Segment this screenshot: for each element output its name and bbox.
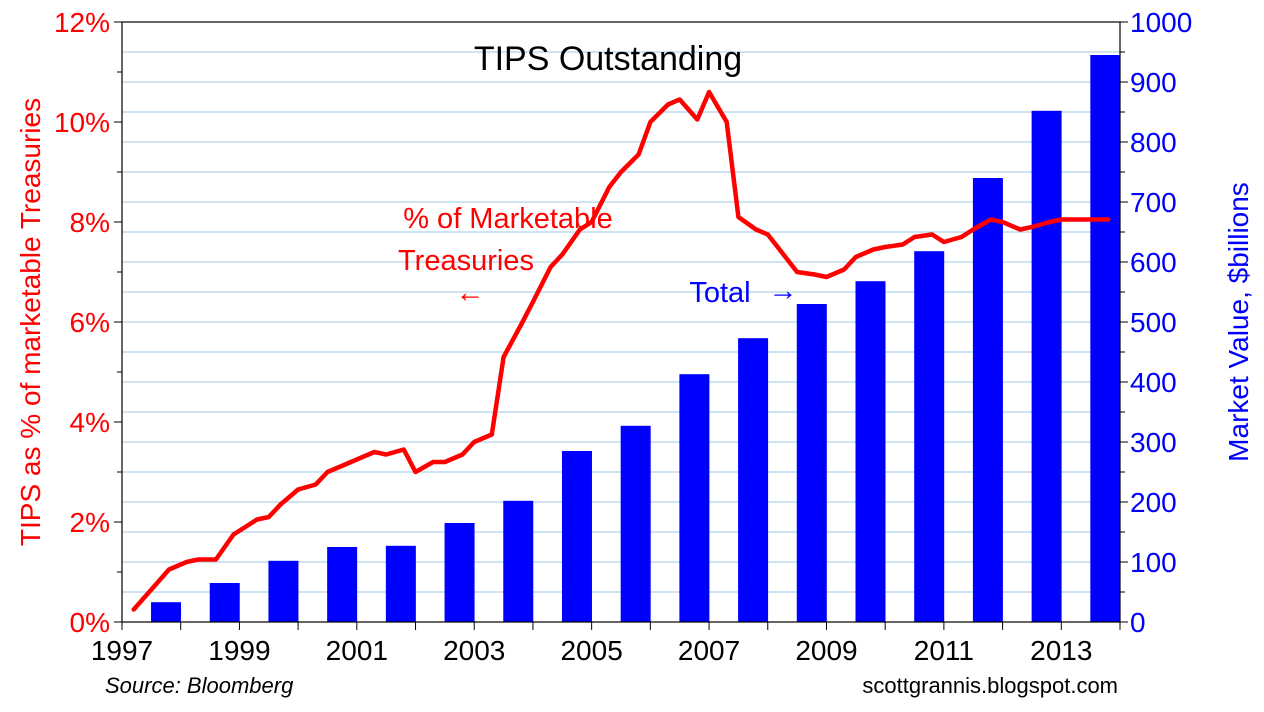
y-right-tick-label: 100 [1130, 547, 1177, 578]
line-annotation-arrow: ← [456, 277, 485, 309]
bar [561, 451, 592, 622]
x-tick-label: 2001 [326, 635, 388, 666]
bar [914, 251, 945, 622]
bar [151, 602, 182, 622]
y-right-tick-label: 400 [1130, 367, 1177, 398]
series-line [131, 89, 1111, 612]
y-left-axis-label: TIPS as % of marketable Treasuries [15, 98, 46, 546]
bar [209, 583, 240, 622]
y-left-tick-label: 8% [70, 207, 110, 238]
bar [679, 374, 710, 622]
bar [796, 304, 827, 622]
y-left-tick-label: 10% [54, 107, 110, 138]
y-right-tick-label: 300 [1130, 427, 1177, 458]
bar-series-total [151, 55, 1121, 623]
y-right-tick-label: 600 [1130, 247, 1177, 278]
y-left-tick-label: 12% [54, 7, 110, 38]
bar [855, 281, 886, 622]
y-left-tick-label: 4% [70, 407, 110, 438]
y-axis-left: 0% 2% 4% 6% 8% 10% 12% [54, 7, 122, 638]
bar [972, 178, 1003, 622]
bar [385, 545, 416, 622]
y-right-axis-label: Market Value, $billions [1223, 182, 1254, 462]
y-axis-right: 0 100 200 300 400 500 600 700 800 900 1000 [1120, 7, 1192, 638]
x-axis: 1997 1999 2001 2003 2005 2007 2009 2011 2013 [91, 622, 1121, 666]
y-right-tick-label: 500 [1130, 307, 1177, 338]
credit-note: scottgrannis.blogspot.com [862, 673, 1118, 698]
line-annotation-line2: Treasuries [398, 245, 534, 277]
x-tick-label: 2007 [678, 635, 740, 666]
bar-annotation-arrow: → [769, 275, 798, 307]
x-tick-label: 2011 [914, 635, 974, 666]
bar [738, 338, 769, 622]
y-right-tick-label: 1000 [1130, 7, 1192, 38]
y-right-tick-label: 700 [1130, 187, 1177, 218]
bar [1031, 110, 1062, 623]
y-left-tick-label: 2% [70, 507, 110, 538]
x-tick-label: 2005 [560, 635, 622, 666]
bar [327, 547, 358, 622]
bar [503, 500, 534, 622]
bar [268, 560, 299, 622]
source-note: Source: Bloomberg [105, 673, 294, 698]
x-tick-label: 2003 [443, 635, 505, 666]
bar [620, 425, 651, 622]
line-series-pct-marketable [131, 89, 1111, 612]
bar [444, 523, 475, 622]
y-left-tick-label: 0% [70, 607, 110, 638]
line-annotation-line1: % of Marketable [403, 203, 613, 235]
chart-title: TIPS Outstanding [474, 40, 742, 78]
y-right-tick-label: 0 [1130, 607, 1146, 638]
y-right-tick-label: 800 [1130, 127, 1177, 158]
y-right-tick-label: 900 [1130, 67, 1177, 98]
x-tick-label: 1997 [91, 635, 153, 666]
x-tick-label: 1999 [208, 635, 270, 666]
y-left-tick-label: 6% [70, 307, 110, 338]
y-right-tick-label: 200 [1130, 487, 1177, 518]
x-tick-label: 2009 [795, 635, 857, 666]
x-tick-label: 2013 [1030, 635, 1092, 666]
bar [1090, 55, 1121, 622]
bar-annotation-label: Total [689, 277, 750, 309]
